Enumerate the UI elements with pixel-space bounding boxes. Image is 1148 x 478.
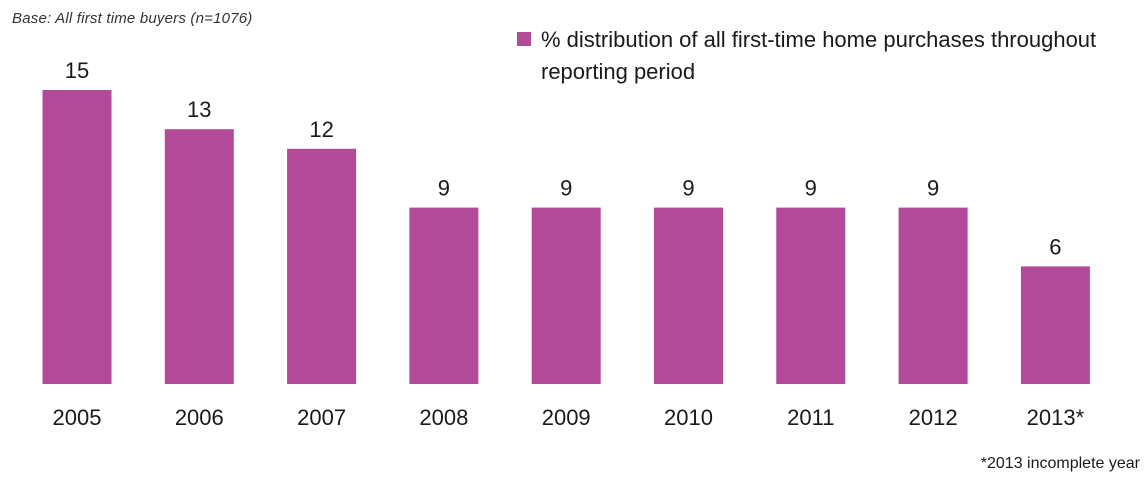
data-label-2012: 9: [927, 176, 939, 201]
x-tick-label-2006: 2006: [175, 405, 224, 430]
bar-2008: [409, 207, 479, 384]
data-label-2005: 15: [65, 58, 89, 83]
bar-2009: [531, 207, 601, 384]
bar-2012: [898, 207, 968, 384]
bar-2005: [42, 90, 112, 384]
x-tick-label-2010: 2010: [664, 405, 713, 430]
legend-label: % distribution of all first-time home pu…: [541, 27, 1097, 84]
data-label-2008: 9: [438, 176, 450, 201]
x-tick-label-2005: 2005: [53, 405, 102, 430]
x-tick-label-2008: 2008: [419, 405, 468, 430]
bar-2010: [654, 207, 723, 384]
base-note: Base: All first time buyers (n=1076): [12, 10, 253, 27]
x-tick-label-2007: 2007: [297, 405, 346, 430]
x-tick-label-2013: 2013*: [1027, 405, 1085, 430]
data-label-2011: 9: [805, 176, 817, 201]
legend-swatch: [517, 32, 531, 46]
data-label-2007: 12: [309, 117, 333, 142]
x-tick-label-2011: 2011: [787, 405, 834, 430]
x-tick-label-2009: 2009: [542, 405, 591, 430]
legend: % distribution of all first-time home pu…: [517, 24, 1137, 88]
bar-2006: [164, 129, 234, 384]
x-tick-label-2012: 2012: [909, 405, 958, 430]
bar-2011: [776, 207, 846, 384]
data-label-2006: 13: [187, 97, 211, 122]
bar-2007: [287, 148, 357, 384]
data-label-2009: 9: [560, 176, 572, 201]
data-label-2013: 6: [1049, 234, 1061, 259]
footnote: *2013 incomplete year: [980, 455, 1140, 472]
bar-2013: [1020, 266, 1090, 384]
data-label-2010: 9: [682, 176, 694, 201]
